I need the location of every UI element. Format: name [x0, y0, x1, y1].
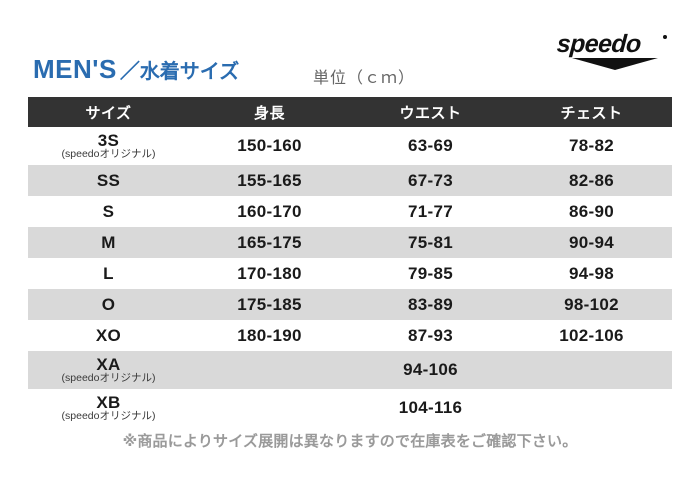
cell-waist: 63-69	[350, 127, 511, 165]
cell-height: 160-170	[189, 196, 350, 227]
cell-merged-measurement: 104-116	[189, 389, 672, 427]
cell-size: O	[28, 289, 189, 320]
cell-size: SS	[28, 165, 189, 196]
cell-waist: 83-89	[350, 289, 511, 320]
size-note: (speedoオリジナル)	[61, 409, 156, 422]
cell-chest: 98-102	[511, 289, 672, 320]
size-note: (speedoオリジナル)	[61, 147, 156, 160]
size-label: O	[101, 294, 116, 314]
page-header: MEN'S ／水着サイズ 単位（ｃｍ） speedo	[0, 0, 700, 96]
size-label: 3S	[97, 131, 120, 151]
cell-size: 3S (speedoオリジナル)	[28, 127, 189, 165]
size-label: XO	[95, 325, 122, 345]
size-label: L	[103, 263, 114, 283]
size-label: M	[101, 232, 116, 252]
table-row: M 165-175 75-81 90-94	[28, 227, 672, 258]
cell-waist: 79-85	[350, 258, 511, 289]
size-note: (speedoオリジナル)	[61, 371, 156, 384]
cell-height: 175-185	[189, 289, 350, 320]
size-label: XB	[96, 393, 121, 413]
page-title-en: MEN'S	[33, 54, 117, 84]
table-row: S 160-170 71-77 86-90	[28, 196, 672, 227]
table-row: SS 155-165 67-73 82-86	[28, 165, 672, 196]
table-row: O 175-185 83-89 98-102	[28, 289, 672, 320]
cell-chest: 78-82	[511, 127, 672, 165]
speedo-logo: speedo	[554, 28, 672, 72]
table-row: XA (speedoオリジナル) 94-106	[28, 351, 672, 389]
cell-size: S	[28, 196, 189, 227]
cell-size: XO	[28, 320, 189, 351]
cell-chest: 94-98	[511, 258, 672, 289]
page-title-jp: ／水着サイズ	[119, 61, 240, 83]
size-chart-table: サイズ 身長 ウエスト チェスト 3S (speedoオリジナル) 150-160 6…	[28, 97, 672, 427]
column-header-height: 身長	[189, 97, 350, 127]
cell-height: 155-165	[189, 165, 350, 196]
table-header: サイズ 身長 ウエスト チェスト	[28, 97, 672, 127]
size-label: S	[102, 201, 115, 221]
cell-height: 150-160	[189, 127, 350, 165]
cell-waist: 67-73	[350, 165, 511, 196]
cell-height: 170-180	[189, 258, 350, 289]
table-row: 3S (speedoオリジナル) 150-160 63-69 78-82	[28, 127, 672, 165]
cell-chest: 86-90	[511, 196, 672, 227]
size-label: XA	[96, 355, 121, 375]
unit-label: 単位（ｃｍ）	[313, 70, 416, 87]
table-row: XO 180-190 87-93 102-106	[28, 320, 672, 351]
cell-height: 165-175	[189, 227, 350, 258]
cell-chest: 102-106	[511, 320, 672, 351]
cell-merged-measurement: 94-106	[189, 351, 672, 389]
column-header-waist: ウエスト	[350, 97, 511, 127]
column-header-chest: チェスト	[511, 97, 672, 127]
cell-size: L	[28, 258, 189, 289]
table-row: XB (speedoオリジナル) 104-116	[28, 389, 672, 427]
svg-text:speedo: speedo	[556, 30, 642, 58]
table-row: L 170-180 79-85 94-98	[28, 258, 672, 289]
cell-waist: 71-77	[350, 196, 511, 227]
cell-chest: 90-94	[511, 227, 672, 258]
page-title: MEN'S ／水着サイズ	[33, 56, 239, 82]
table-header-row: サイズ 身長 ウエスト チェスト	[28, 97, 672, 127]
cell-height: 180-190	[189, 320, 350, 351]
cell-size: XA (speedoオリジナル)	[28, 351, 189, 389]
column-header-size: サイズ	[28, 97, 189, 127]
footer-note: ※商品によりサイズ展開は異なりますので在庫表をご確認下さい。	[122, 433, 578, 450]
cell-size: M	[28, 227, 189, 258]
cell-chest: 82-86	[511, 165, 672, 196]
cell-waist: 75-81	[350, 227, 511, 258]
size-label: SS	[96, 170, 121, 190]
cell-size: XB (speedoオリジナル)	[28, 389, 189, 427]
cell-waist: 87-93	[350, 320, 511, 351]
table-body: 3S (speedoオリジナル) 150-160 63-69 78-82 SS 155-16…	[28, 127, 672, 427]
